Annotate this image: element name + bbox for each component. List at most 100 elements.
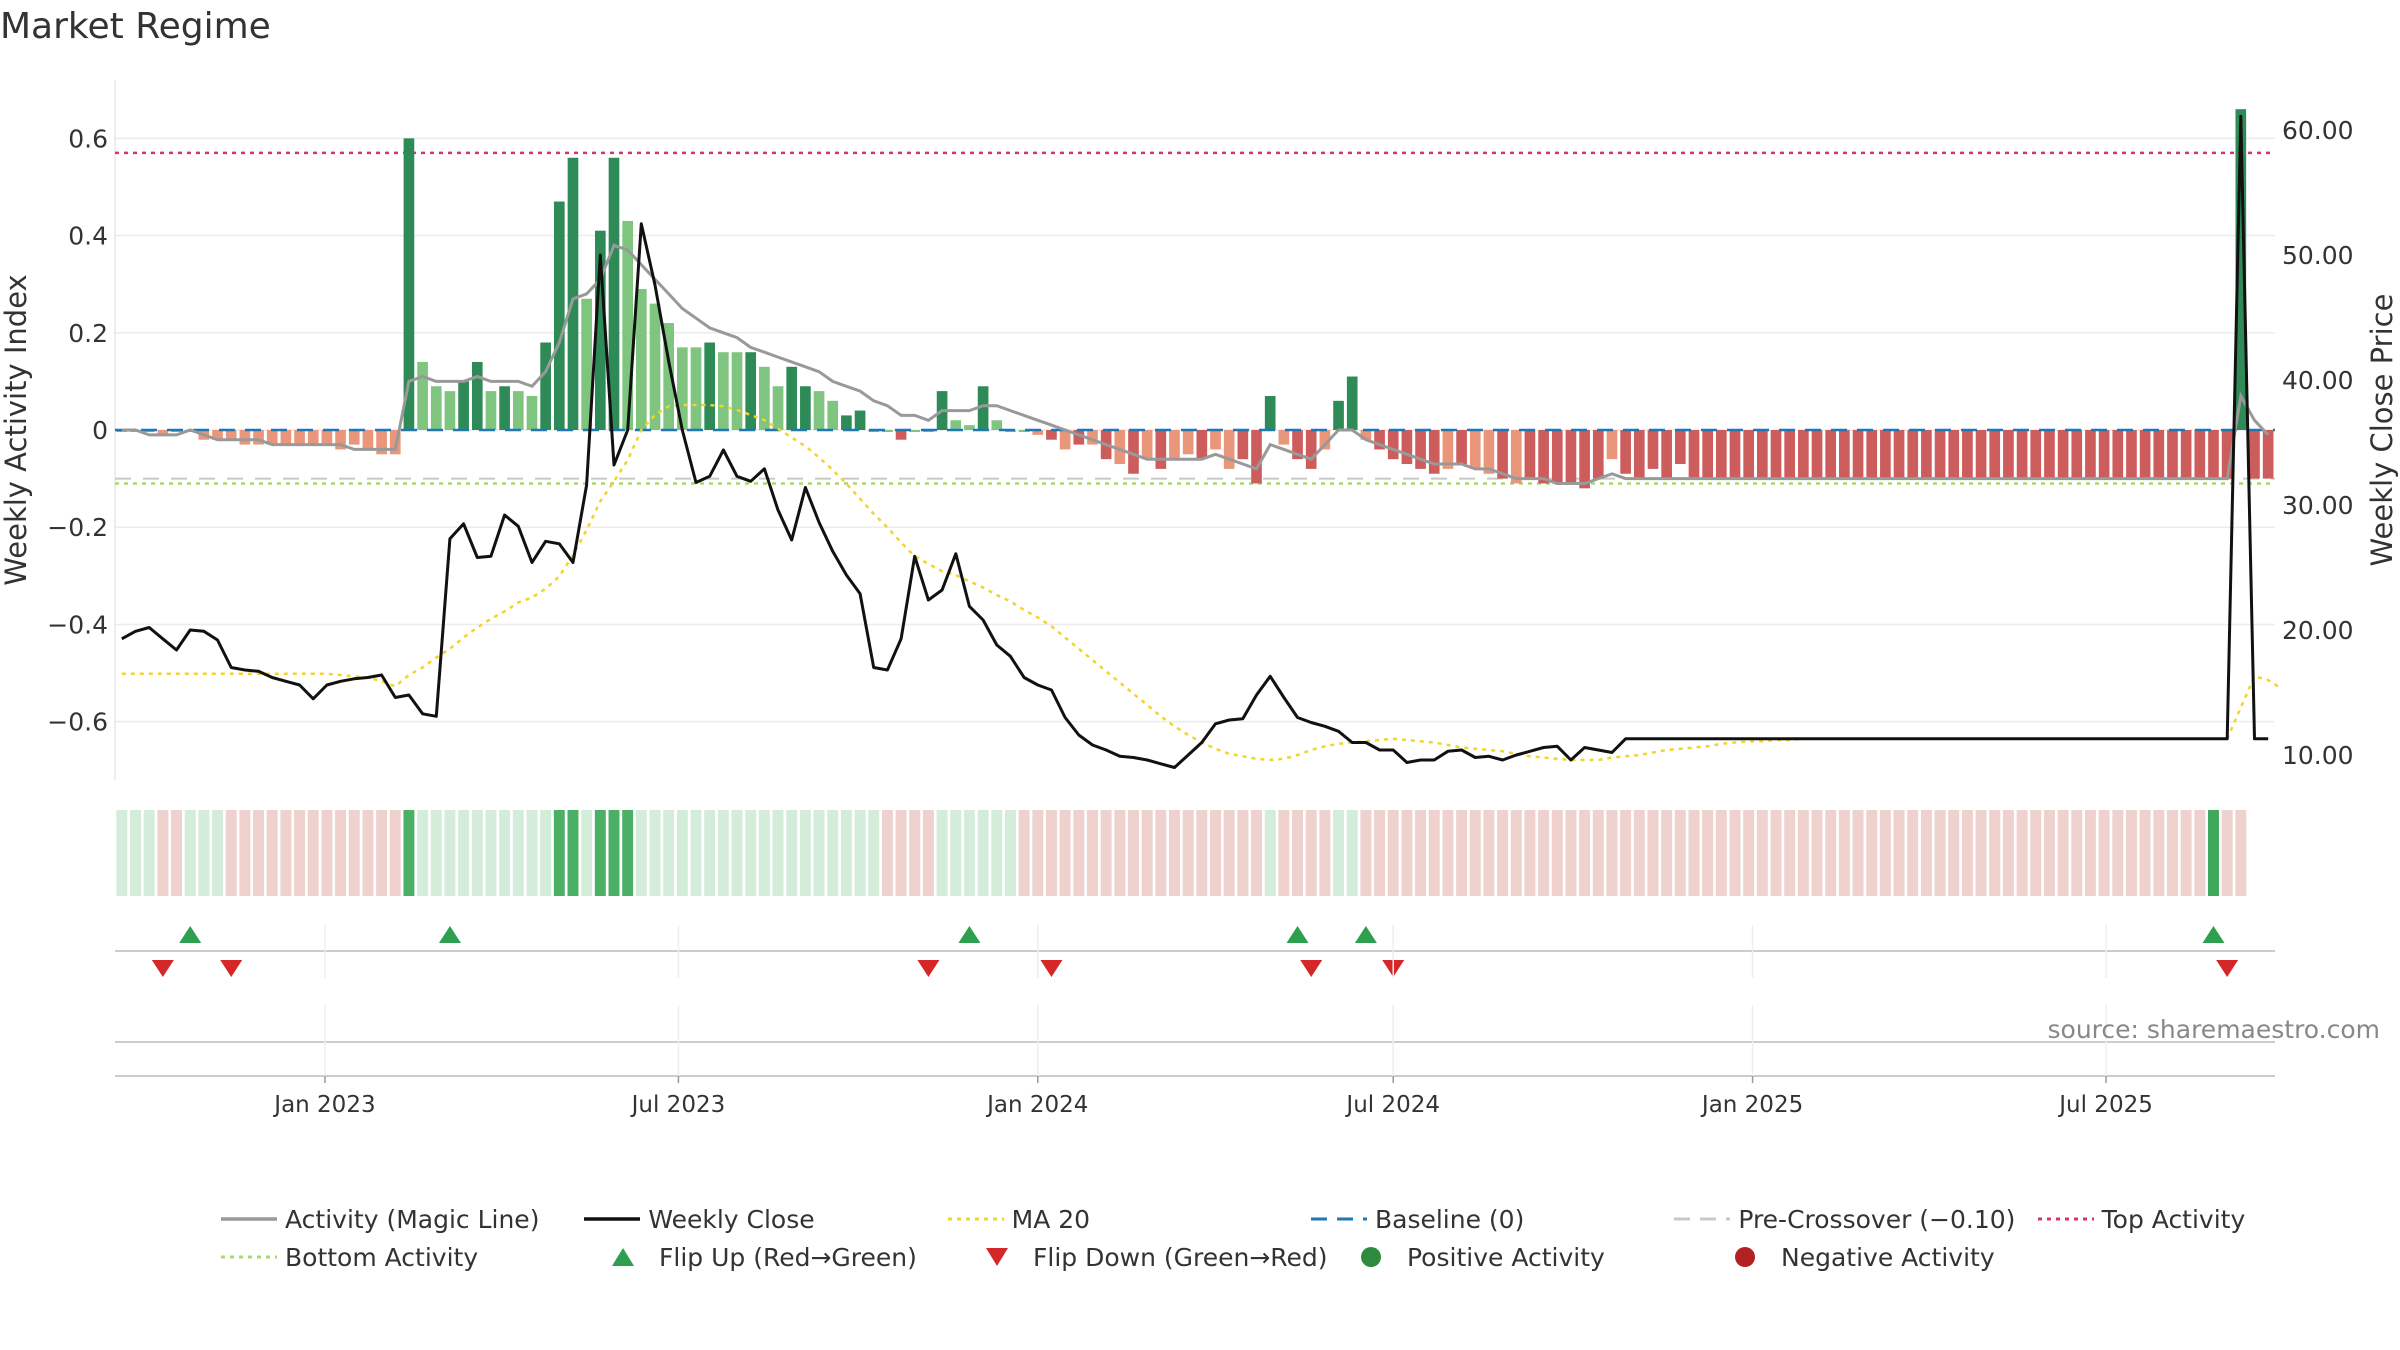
- activity-bar: [841, 415, 852, 430]
- activity-bar: [1948, 430, 1960, 479]
- y-left-tick-label: 0.6: [68, 124, 108, 153]
- regime-cell: [1934, 810, 1946, 896]
- regime-cell: [1715, 810, 1727, 896]
- regime-cell: [813, 810, 825, 896]
- y-right-tick-label: 60.00: [2282, 116, 2354, 145]
- regime-cell: [881, 810, 893, 896]
- regime-cell: [540, 810, 552, 896]
- activity-bar: [1880, 430, 1891, 479]
- activity-bar: [800, 386, 811, 430]
- y-left-tick-label: −0.6: [47, 708, 108, 737]
- activity-bar: [1346, 376, 1358, 430]
- regime-cell: [253, 810, 265, 896]
- activity-bar: [2235, 109, 2247, 431]
- activity-bar: [1647, 430, 1659, 469]
- legend-label: Weekly Close: [648, 1204, 815, 1234]
- activity-bar: [471, 361, 483, 430]
- regime-cell: [1879, 810, 1891, 896]
- regime-cell: [2153, 810, 2165, 896]
- regime-cell: [922, 810, 934, 896]
- activity-bar: [403, 138, 415, 431]
- weekly-close-line: [121, 114, 2269, 769]
- regime-cell: [2139, 810, 2151, 896]
- activity-bar: [1196, 430, 1208, 460]
- legend-item: Activity (Magic Line): [215, 1204, 578, 1234]
- activity-bar: [212, 430, 223, 440]
- activity-bar: [280, 430, 292, 445]
- legend-label: Baseline (0): [1374, 1204, 1525, 1234]
- y-left-tick-label: 0: [92, 416, 108, 445]
- activity-bar: [1565, 430, 1577, 484]
- activity-bar: [1674, 430, 1686, 465]
- regime-cell: [690, 810, 702, 896]
- legend-row: Bottom Activity Flip Up (Red→Green) Flip D…: [215, 1238, 2395, 1276]
- regime-cell: [2057, 810, 2069, 896]
- y-right-axis-title: Weekly Close Price: [2365, 294, 2399, 567]
- regime-cell: [963, 810, 975, 896]
- activity-bar: [745, 352, 757, 430]
- activity-bar: [1702, 430, 1713, 479]
- regime-cell: [307, 810, 319, 896]
- activity-bar: [2030, 430, 2042, 479]
- regime-cell: [1975, 810, 1987, 896]
- regime-cell: [622, 810, 634, 896]
- activity-bar: [1538, 430, 1549, 484]
- regime-cell: [827, 810, 839, 896]
- activity-bar: [1852, 430, 1864, 479]
- activity-bar: [307, 430, 319, 445]
- legend-item: Flip Down (Green→Red): [963, 1242, 1337, 1272]
- regime-cell: [1483, 810, 1495, 896]
- regime-cell: [608, 810, 620, 896]
- regime-cell: [130, 810, 141, 896]
- activity-bar: [1620, 430, 1631, 474]
- regime-cell: [1838, 810, 1850, 896]
- regime-cell: [1633, 810, 1645, 896]
- regime-cell: [1032, 810, 1044, 896]
- regime-cell: [1264, 810, 1276, 896]
- activity-bar: [1456, 430, 1467, 465]
- y-left-tick-label: 0.4: [68, 222, 108, 251]
- activity-bar: [1893, 430, 1905, 479]
- legend-label: Flip Up (Red→Green): [659, 1242, 917, 1272]
- activity-bar: [813, 391, 825, 430]
- activity-bar: [458, 381, 469, 430]
- regime-cell: [1196, 810, 1208, 896]
- activity-bar: [731, 352, 743, 430]
- activity-bar: [1483, 430, 1495, 474]
- activity-bar: [854, 410, 866, 430]
- activity-bar: [348, 430, 360, 445]
- regime-cell: [2002, 810, 2014, 896]
- activity-bar: [1962, 430, 1973, 479]
- regime-cell: [2235, 810, 2247, 896]
- activity-bar: [2085, 430, 2096, 479]
- activity-bar: [1757, 430, 1768, 479]
- legend-label: Negative Activity: [1781, 1242, 1995, 1272]
- activity-bar: [2126, 430, 2137, 479]
- regime-cell: [2221, 810, 2233, 896]
- activity-bar: [376, 430, 387, 455]
- activity-bar: [1743, 430, 1755, 479]
- activity-bar: [1784, 430, 1796, 479]
- legend-item: Baseline (0): [1305, 1204, 1668, 1234]
- flip-down-marker: [220, 960, 243, 977]
- activity-bar: [225, 430, 237, 440]
- regime-cell: [1182, 810, 1194, 896]
- flip-up-marker: [2202, 926, 2225, 943]
- negative-dot-icon: [1735, 1247, 1755, 1267]
- activity-bar: [1510, 430, 1522, 484]
- regime-cell: [143, 810, 155, 896]
- activity-bar: [786, 366, 798, 430]
- activity-bar: [2112, 430, 2124, 479]
- regime-cell: [1688, 810, 1700, 896]
- activity-bar: [1141, 430, 1153, 460]
- y-right-tick-label: 30.00: [2282, 491, 2354, 520]
- regime-cell: [499, 810, 511, 896]
- legend-item: Pre-Crossover (−0.10): [1668, 1204, 2031, 1234]
- activity-bar: [1428, 430, 1440, 474]
- flip-up-marker: [1286, 926, 1309, 943]
- activity-bar: [1155, 430, 1167, 469]
- activity-bar: [772, 386, 784, 430]
- activity-bar: [2208, 430, 2219, 479]
- regime-cell: [594, 810, 606, 896]
- regime-cell: [1579, 810, 1591, 896]
